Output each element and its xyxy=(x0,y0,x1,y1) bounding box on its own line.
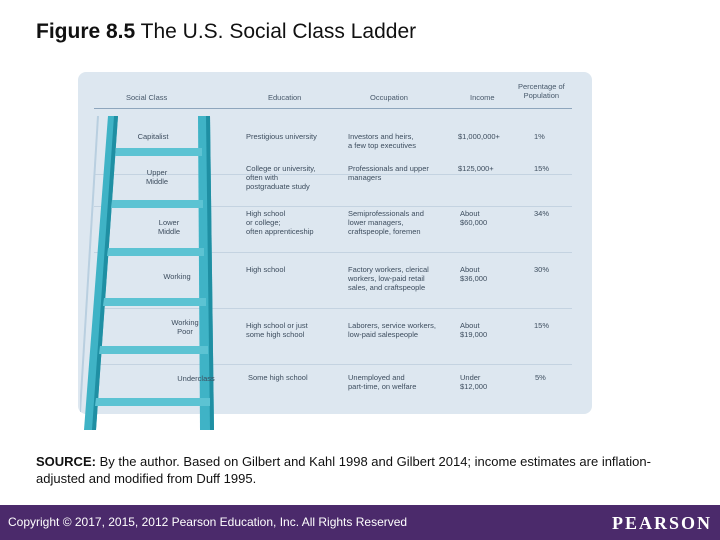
class-label-capitalist: Capitalist xyxy=(137,132,169,141)
cell-education: Some high school xyxy=(248,373,308,382)
table-row: High school or just some high school Lab… xyxy=(94,316,572,365)
header-percentage: Percentage of Population xyxy=(518,82,565,100)
cell-occupation: Professionals and upper managers xyxy=(348,164,429,182)
cell-income: About $60,000 xyxy=(460,209,488,227)
header-income: Income xyxy=(470,93,495,102)
cell-education: High school xyxy=(246,265,286,274)
cell-income: $125,000+ xyxy=(458,164,494,173)
cell-percentage: 15% xyxy=(534,164,550,173)
cell-percentage: 5% xyxy=(535,373,546,382)
cell-income: Under $12,000 xyxy=(460,373,488,391)
source-text: By the author. Based on Gilbert and Kahl… xyxy=(36,454,651,486)
cell-occupation: Investors and heirs, a few top executive… xyxy=(348,132,416,150)
ladder-left-rail xyxy=(84,116,118,430)
class-label-upper-middle: Upper Middle xyxy=(145,168,169,186)
header-social-class: Social Class xyxy=(126,93,168,102)
class-label-underclass: Underclass xyxy=(177,374,215,383)
ladder-rungs xyxy=(95,148,210,406)
copyright-text: Copyright © 2017, 2015, 2012 Pearson Edu… xyxy=(8,515,408,529)
header-education: Education xyxy=(268,93,302,102)
class-label-lower-middle: Lower Middle xyxy=(157,218,181,236)
figure-title: The U.S. Social Class Ladder xyxy=(135,20,417,43)
ladder-back-rails xyxy=(80,115,99,413)
source-note: SOURCE: By the author. Based on Gilbert … xyxy=(36,453,676,487)
pearson-logo: PEARSON xyxy=(611,513,712,533)
cell-income: About $19,000 xyxy=(460,321,488,339)
slide-title: Figure 8.5 The U.S. Social Class Ladder xyxy=(36,20,416,44)
cell-education: High school or just some high school xyxy=(246,321,308,339)
figure-number: Figure 8.5 xyxy=(36,20,136,43)
class-label-working: Working xyxy=(163,272,191,281)
cell-education: High school or college; often apprentice… xyxy=(246,209,314,236)
cell-percentage: 1% xyxy=(534,132,545,141)
cell-occupation: Factory workers, clerical workers, low-p… xyxy=(348,265,429,292)
cell-income: $1,000,000+ xyxy=(458,132,500,141)
cell-percentage: 30% xyxy=(534,265,550,274)
class-label-working-poor: Working Poor xyxy=(171,318,199,336)
cell-education: Prestigious university xyxy=(246,132,317,141)
cell-percentage: 34% xyxy=(534,209,550,218)
table-row: College or university, often with postgr… xyxy=(94,158,572,207)
cell-percentage: 15% xyxy=(534,321,550,330)
cell-occupation: Laborers, service workers, low-paid sale… xyxy=(348,321,436,339)
cell-occupation: Semiprofessionals and lower managers, cr… xyxy=(348,209,424,236)
table-row: High school Factory workers, clerical wo… xyxy=(94,260,572,309)
header-occupation: Occupation xyxy=(370,93,408,102)
social-class-table-figure: Social Class Education Occupation Income… xyxy=(78,72,592,414)
source-label: SOURCE: xyxy=(36,454,96,469)
table-row: Prestigious university Investors and hei… xyxy=(94,126,572,175)
table-row: Some high school Unemployed and part-tim… xyxy=(94,368,572,416)
footer-bar: Copyright © 2017, 2015, 2012 Pearson Edu… xyxy=(0,505,720,540)
table-header: Social Class Education Occupation Income… xyxy=(94,82,572,109)
cell-income: About $36,000 xyxy=(460,265,488,283)
table-row: High school or college; often apprentice… xyxy=(94,204,572,253)
cell-occupation: Unemployed and part-time, on welfare xyxy=(348,373,417,391)
ladder-illustration xyxy=(80,115,214,430)
cell-education: College or university, often with postgr… xyxy=(246,164,316,191)
